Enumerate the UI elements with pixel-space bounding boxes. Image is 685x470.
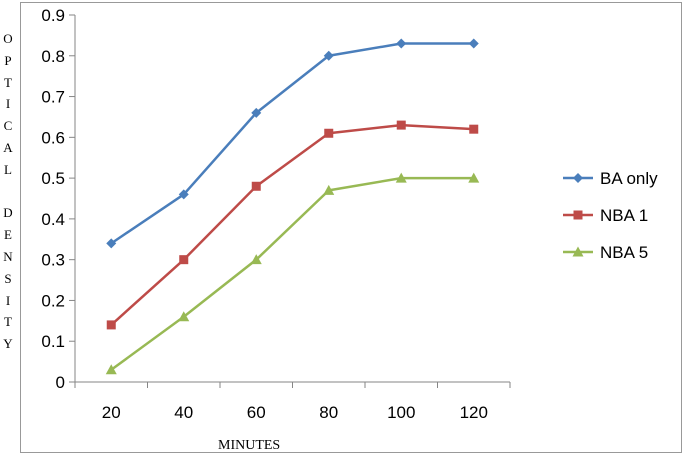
data-point [105,364,117,375]
y-axis-label-char: O [3,31,13,46]
series-line-2 [110,123,474,326]
y-axis-label-char: D [3,205,13,221]
data-point [323,50,334,61]
data-point [179,255,189,265]
y-axis-label-char: I [5,96,11,112]
data-point [323,184,335,195]
series-line-1 [110,42,474,245]
chart-frame [20,2,682,453]
y-tick-label: 0.9 [41,6,65,25]
x-tick-label: 120 [460,403,488,422]
legend-label: NBA 1 [600,206,648,225]
y-tick-label: 0.4 [41,210,65,229]
y-tick-label: 0.1 [41,332,65,351]
x-axis-label: MINUTES [218,438,281,453]
y-tick-label: 0.7 [41,88,65,107]
y-axis-label-char: A [3,139,13,155]
data-point [396,38,407,49]
legend-marker [573,173,583,183]
y-axis-label-char: I [5,292,11,308]
y-axis-label-char: S [4,270,12,286]
data-point [468,38,479,49]
data-point [251,107,262,118]
data-point [469,124,479,134]
x-tick-label: 20 [102,403,121,422]
x-tick-label: 40 [174,403,193,422]
y-axis-label-char: T [4,74,12,90]
legend-label: BA only [600,169,658,188]
data-point [468,172,480,183]
y-axis-label-char: E [4,227,12,243]
y-tick-label: 0.2 [41,291,65,310]
y-axis-label-char: C [3,118,13,134]
data-point [106,238,117,249]
data-point [178,311,190,322]
y-axis-label-char: L [4,161,12,177]
y-tick-label: 0.3 [41,251,65,270]
y-axis-label-char: T [4,314,12,330]
data-point [251,181,261,191]
x-tick-label: 60 [247,403,266,422]
data-point [395,172,407,183]
data-point [178,189,189,200]
x-tick-label: 100 [387,403,415,422]
legend-label: NBA 5 [600,243,648,262]
y-tick-label: 0 [56,373,65,392]
data-point [396,120,406,130]
legend-marker [572,246,584,257]
data-point [324,128,334,138]
legend-marker [573,210,583,220]
x-tick-label: 80 [319,403,338,422]
y-axis-label-char: N [3,248,13,264]
y-tick-label: 0.6 [41,128,65,147]
data-point [106,320,116,330]
y-tick-label: 0.8 [41,47,65,66]
y-axis-label-char: Y [3,336,13,352]
y-axis-label-char: P [4,52,12,68]
series-line-3 [110,176,474,371]
y-tick-label: 0.5 [41,169,65,188]
data-point [250,254,262,265]
